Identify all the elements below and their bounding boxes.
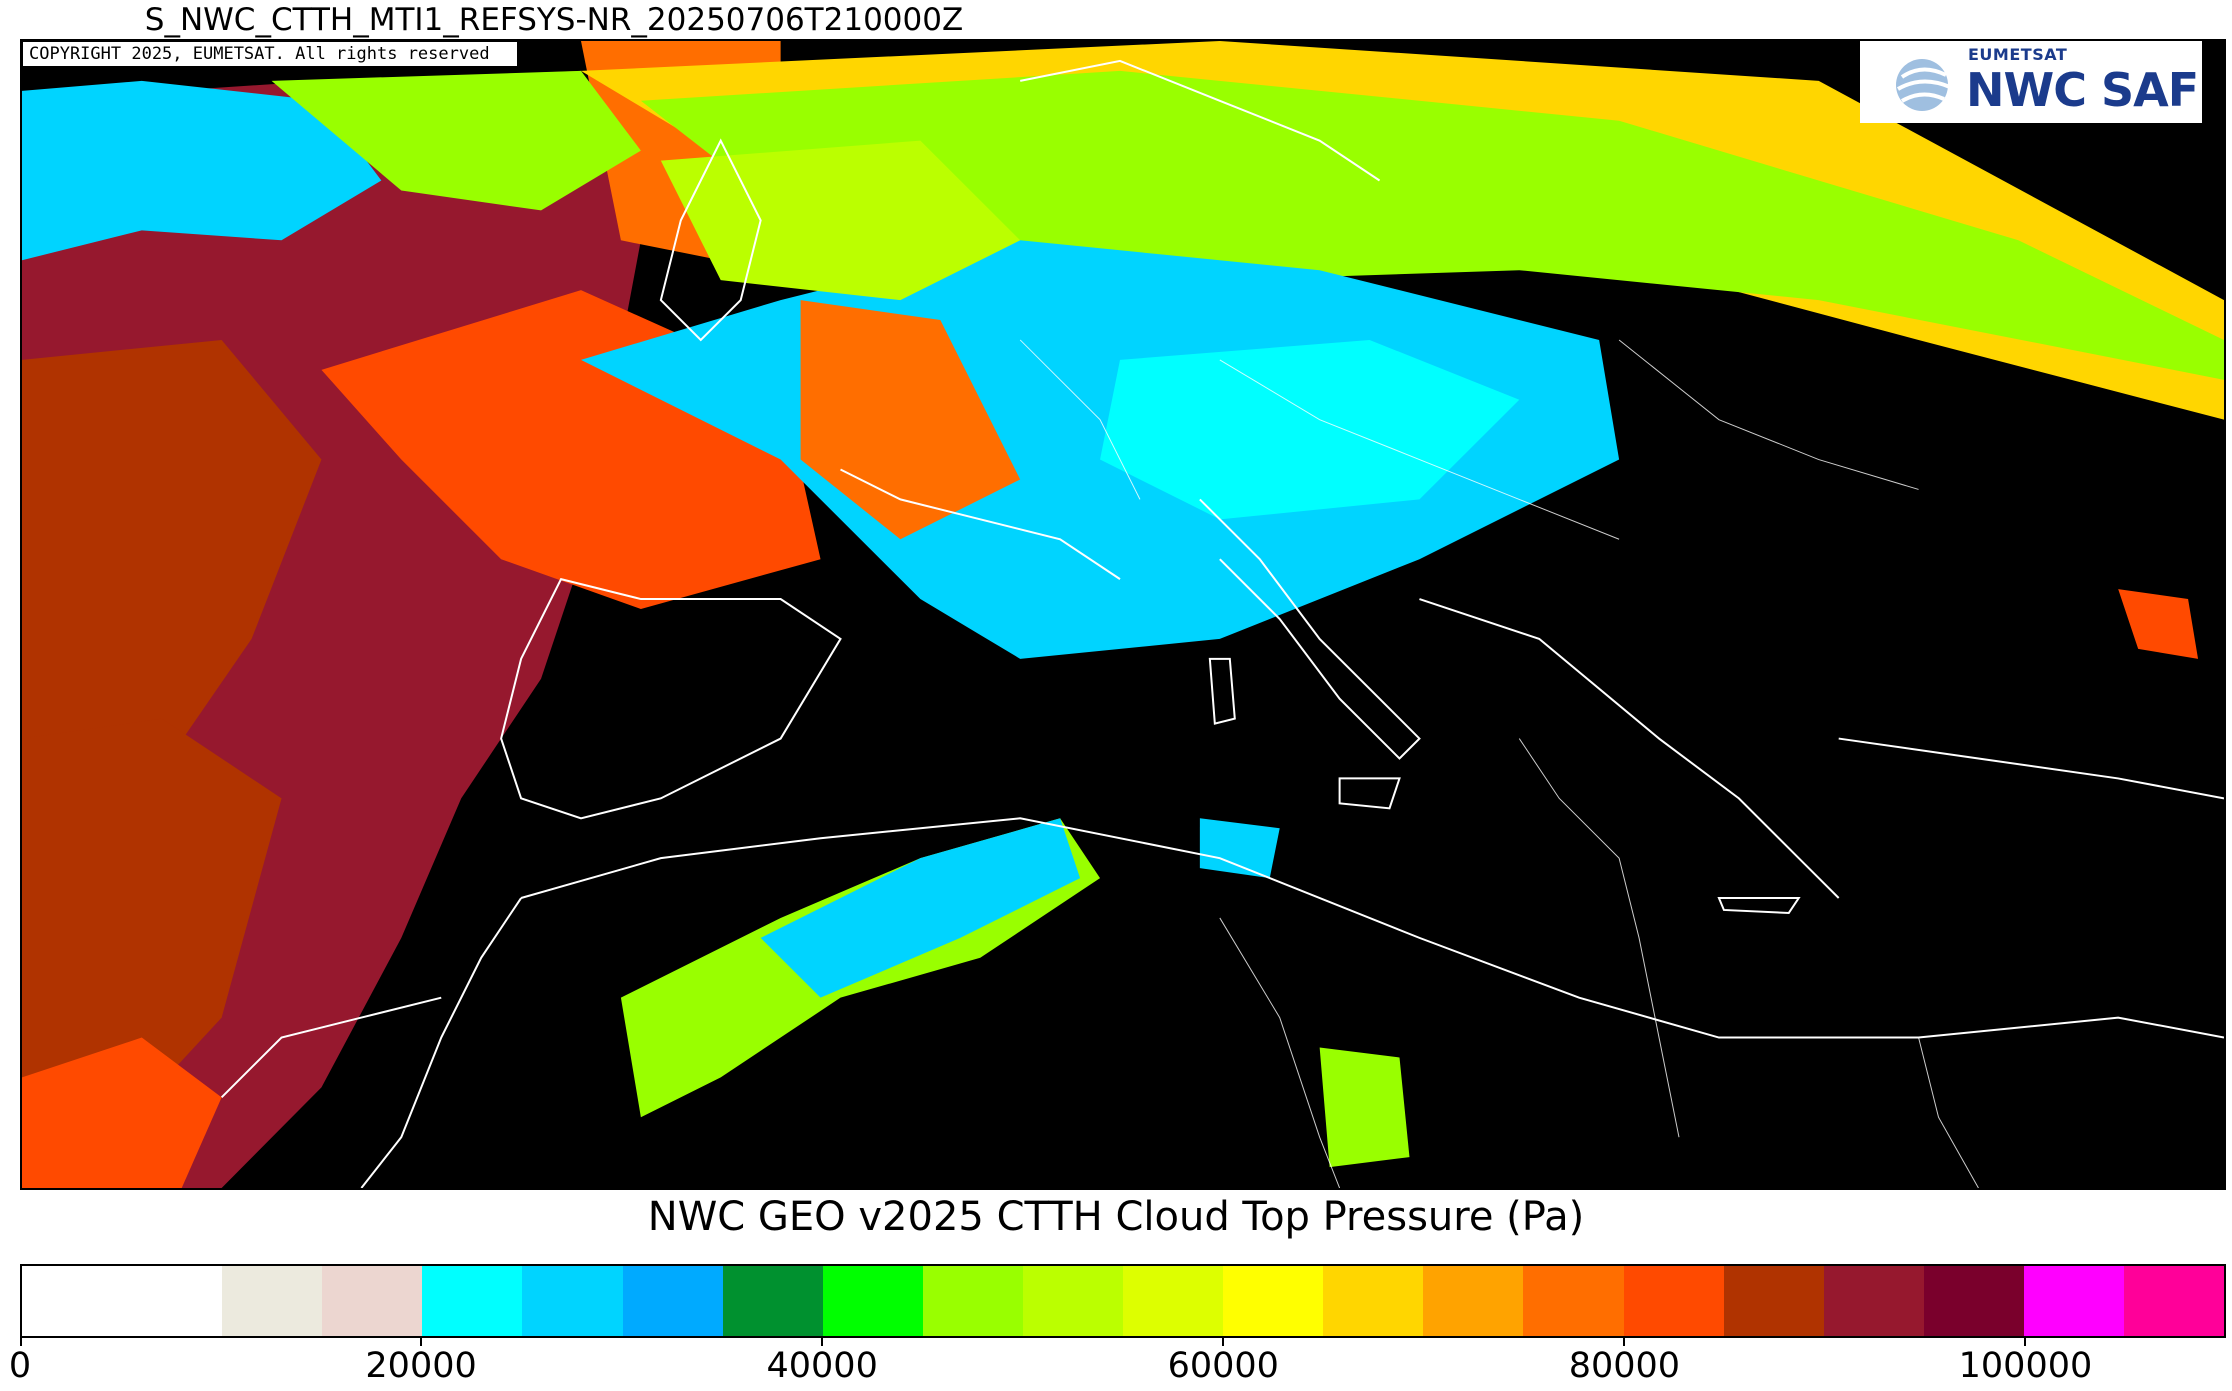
colorbar-segment (2023, 1266, 2124, 1336)
colorbar-segment (2123, 1266, 2224, 1336)
colorbar-segment (422, 1266, 523, 1336)
colorbar-tick-label: 80000 (1568, 1346, 1681, 1386)
colorbar-segment (722, 1266, 823, 1336)
colorbar-tick-mark (1222, 1336, 1225, 1346)
colorbar-segment (1323, 1266, 1424, 1336)
colorbar-segment (1223, 1266, 1324, 1336)
cloud-region-north-green (271, 70, 641, 211)
cloud-region-europe-orange (800, 300, 1021, 540)
coastlines (220, 59, 2224, 1188)
colorbar-title: NWC GEO v2025 CTTH Cloud Top Pressure (P… (647, 1194, 1585, 1240)
eumetsat-nwcsaf-logo: EUMETSAT NWC SAF (1860, 41, 2202, 123)
colorbar-segment (822, 1266, 923, 1336)
coastline-north-africa (520, 817, 2224, 1039)
logo-org-text: EUMETSAT (1968, 45, 2068, 64)
cloud-region-europe-green (640, 70, 2224, 380)
coastline-west-africa (220, 996, 442, 1099)
coastline-sicily (1338, 777, 1401, 810)
cloud-top-pressure-map (22, 41, 2224, 1188)
globe-icon (1896, 59, 1951, 111)
coastline-sardinia (1208, 657, 1236, 725)
cloud-region-west-orange (22, 1037, 222, 1188)
colorbar-segment (1723, 1266, 1824, 1336)
colorbar-tick-label: 60000 (1167, 1346, 1279, 1386)
cloud-region-africa-small (1199, 818, 1280, 879)
colorbar-segment (622, 1266, 723, 1336)
colorbar-tick-label: 40000 (766, 1346, 878, 1386)
colorbar-segment (22, 1266, 223, 1336)
logo-name-text: NWC SAF (1966, 63, 2199, 117)
colorbar-segment (1923, 1266, 2024, 1336)
cloud-region-north-cyan (22, 80, 382, 261)
colorbar-segment (222, 1266, 323, 1336)
colorbar-segment (522, 1266, 623, 1336)
colorbar-segment (1623, 1266, 1724, 1336)
cloud-region-east-red (2118, 589, 2199, 659)
cloud-region-africa-cyan (760, 818, 1081, 998)
country-borders (1019, 339, 1979, 1188)
colorbar-segment (1523, 1266, 1624, 1336)
coastline-balkans (1419, 598, 1840, 899)
colorbar-segment (1123, 1266, 1224, 1336)
colorbar-tick-mark (1623, 1336, 1626, 1346)
coastline-iberia (500, 577, 842, 820)
colorbar-segment (1423, 1266, 1524, 1336)
colorbar-tick-mark (821, 1336, 824, 1346)
satellite-map[interactable] (20, 39, 2226, 1190)
colorbar-tick-label: 0 (8, 1346, 32, 1386)
coastline-turkey (1838, 737, 2224, 800)
coastline-morocco (360, 897, 522, 1188)
coastline-france (840, 468, 1121, 580)
colorbar-tick-mark (420, 1336, 423, 1346)
cloud-region-sahara-green (1319, 1047, 1410, 1168)
colorbar (20, 1264, 2226, 1338)
coastline-crete (1717, 897, 1801, 914)
colorbar-segment (1022, 1266, 1124, 1336)
colorbar-tick-mark (20, 1336, 22, 1346)
colorbar-segment (1823, 1266, 1924, 1336)
cloud-region-europe-lightcyan (1100, 339, 1520, 520)
coastline-british-isles (659, 138, 762, 342)
colorbar-tick-label: 100000 (1958, 1346, 2093, 1386)
colorbar-tick-label: 20000 (365, 1346, 477, 1386)
copyright-notice: COPYRIGHT 2025, EUMETSAT. All rights res… (22, 41, 518, 67)
colorbar-tick-mark (2024, 1336, 2027, 1346)
colorbar-ticks: 0 20000 40000 60000 80000 100000 (9, 1336, 2226, 1391)
coastline-italy (1199, 498, 1421, 760)
product-title: S_NWC_CTTH_MTI1_REFSYS-NR_20250706T21000… (144, 2, 964, 38)
colorbar-segment (922, 1266, 1023, 1336)
coastline-scandinavia (1019, 59, 1381, 182)
colorbar-segment (322, 1266, 423, 1336)
